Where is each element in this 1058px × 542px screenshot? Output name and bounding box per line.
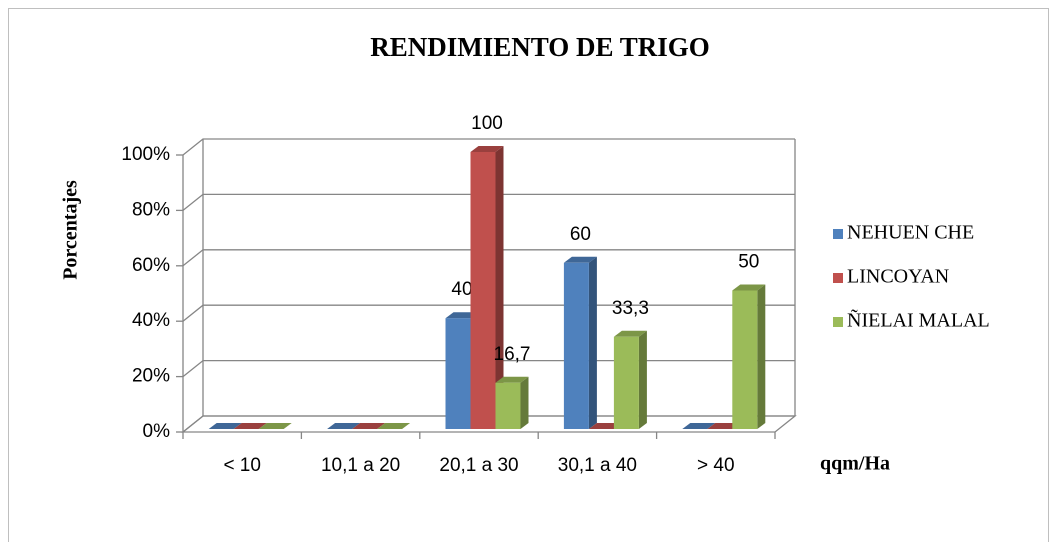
bar-front [495,382,521,429]
bar [588,423,622,429]
bar-top [495,376,529,383]
bar-top [352,423,386,429]
bar-front [563,262,589,429]
data-label: 100 [471,113,503,134]
bar-top [588,423,622,429]
bar-top [377,423,411,429]
data-label: 40 [451,279,472,300]
bar-side [588,256,597,429]
legend-label: ÑIELAI MALAL [847,308,990,332]
y-axis-label: Porcentajes [60,180,82,280]
y-tick-label: 0% [143,421,171,442]
x-tick-label: 30,1 a 40 [558,455,637,476]
grid-line [182,138,795,156]
data-label: 33,3 [612,298,649,319]
x-tick-label: > 40 [697,455,735,476]
bar [258,423,292,429]
grid-line [182,359,795,378]
bar-top [613,330,647,337]
bar-top [707,423,741,429]
data-label: 60 [570,224,591,245]
bar [682,423,716,429]
bar [470,146,504,429]
bar-front [732,290,758,429]
data-label: 50 [738,252,759,273]
grid-line [182,415,795,433]
bar-top [563,256,597,263]
bar [563,256,597,429]
bar [732,284,766,429]
grid-line [182,193,795,211]
legend-label: NEHUEN CHE [847,222,974,244]
bar-side [638,330,647,429]
bar-side [520,376,529,429]
bar-front [445,318,471,429]
bar-top [233,423,267,429]
bar-front [613,336,639,429]
bar [707,423,741,429]
bar [208,423,242,429]
chart-title: RENDIMIENTO DE TRIGO [370,32,710,62]
x-tick-label: 10,1 a 20 [321,455,400,476]
bar-top [732,284,766,291]
y-tick-label: 40% [132,310,170,331]
legend-swatch [833,229,843,239]
y-tick-label: 20% [132,366,170,387]
grid-line [182,249,795,267]
y-tick-label: 60% [132,255,170,276]
bar [352,423,386,429]
bar-front [470,152,496,429]
legend-swatch [833,273,843,283]
bar [327,423,361,429]
bar-top [208,423,242,429]
legend-label: LINCOYAN [847,266,949,288]
data-label: 16,7 [494,344,531,365]
bar-top [445,312,479,319]
y-tick-label: 100% [121,144,170,165]
bar [613,330,647,429]
bar [233,423,267,429]
bar-top [682,423,716,429]
bar-top [327,423,361,429]
bar [377,423,411,429]
grid-line [182,304,795,322]
x-tick-label: < 10 [223,455,261,476]
x-axis-label: qqm/Ha [820,453,890,475]
bar-side [757,284,766,429]
bar-top [470,146,504,152]
x-tick-label: 20,1 a 30 [439,455,518,476]
chart-frame [8,8,1049,542]
bar-side [495,146,504,429]
bar-top [258,423,292,429]
bar [495,376,529,429]
y-tick-label: 80% [132,199,170,220]
legend-swatch [833,317,843,327]
